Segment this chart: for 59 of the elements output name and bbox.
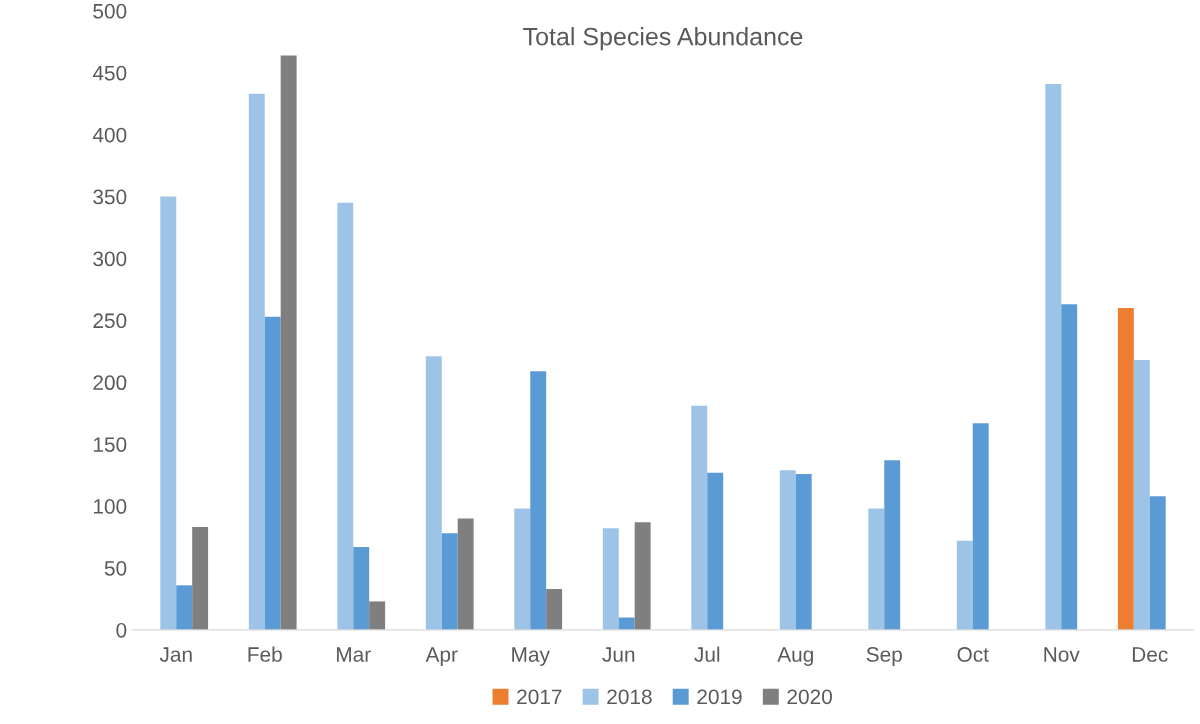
bar [530,371,547,630]
x-tick-label: Jan [159,647,192,662]
bar [1045,83,1062,630]
y-tick-label: 400 [92,127,127,143]
y-tick-label: 350 [93,189,127,205]
legend-label: 2020 [787,689,832,705]
x-tick-label: Apr [425,647,458,666]
bar [1061,304,1078,630]
x-tick-label: Mar [337,647,371,662]
bar [280,55,297,630]
bar [457,518,474,630]
y-tick-label: 50 [104,560,127,576]
x-tick-label: Sep [866,647,902,666]
bar [1149,496,1166,630]
bar [353,546,370,630]
bar [779,470,796,630]
x-tick-label: Jun [602,647,635,662]
bar [425,356,442,630]
y-tick-label: 100 [93,499,127,514]
bar [691,405,708,630]
bar [1133,359,1150,630]
y-tick-label: 0 [116,622,127,638]
y-tick-label: 150 [93,437,127,452]
bar [248,93,265,630]
x-tick-label: Dec [1132,647,1168,662]
y-tick-label: 200 [93,375,127,391]
y-tick-label: 450 [92,65,127,81]
bar [160,196,177,630]
legend-label: 2018 [607,689,652,705]
legend-label: 2019 [697,689,742,705]
x-tick-label: Nov [1044,647,1080,662]
text: Total Species Abundance [523,27,803,51]
bar [972,423,989,630]
x-tick-label: Aug [777,647,813,666]
bar [369,601,386,630]
bar [956,540,973,630]
bar [602,528,619,630]
bar [618,617,635,630]
x-tick-label: Feb [248,646,282,662]
bar [337,202,354,630]
bar [176,585,193,630]
bar [884,460,901,630]
bar [1117,307,1134,630]
y-tick-label: 500 [93,3,127,19]
bar [514,508,531,630]
bar [546,589,563,630]
legend-label: 2017 [517,689,562,705]
bar [192,527,209,630]
bar [707,472,724,630]
x-tick-label: Oct [957,647,989,662]
bar [441,533,458,630]
bar [634,522,651,630]
bar [795,473,812,630]
x-tick-label: May [512,647,550,666]
x-tick-label: Jul [694,646,720,662]
y-tick-label: 250 [93,313,127,329]
y-tick-label: 300 [93,251,127,267]
bar [264,316,281,630]
bar [868,508,885,630]
